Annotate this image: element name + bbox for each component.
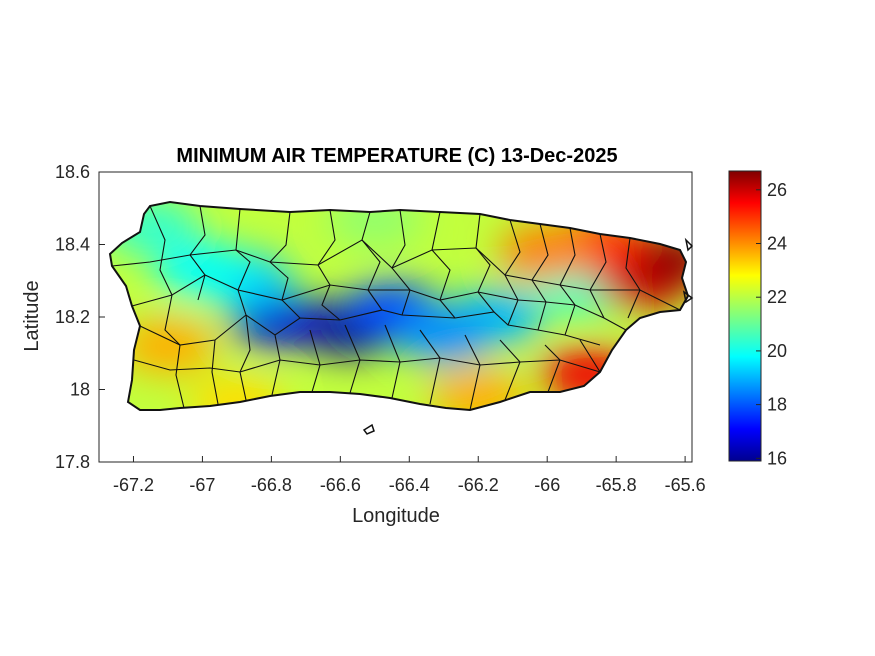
municipality-boundaries — [111, 205, 681, 410]
island-east-cays-2 — [682, 290, 694, 304]
colorbar-tick-label: 16 — [767, 448, 787, 468]
colorbar-tick-label: 24 — [767, 234, 787, 254]
x-tick-label: -66.8 — [251, 475, 292, 495]
colorbar-tick-label: 26 — [767, 180, 787, 200]
y-tick-label: 17.8 — [55, 452, 90, 472]
colorbar-tick-label: 20 — [767, 341, 787, 361]
x-tick-label: -67.2 — [113, 475, 154, 495]
colorbar-ticks: 16 18 20 22 24 26 — [756, 180, 787, 468]
colorbar-tick-label: 18 — [767, 395, 787, 415]
x-tick-label: -66 — [534, 475, 560, 495]
x-tick-label: -66.4 — [389, 475, 430, 495]
y-tick-label: 18.2 — [55, 307, 90, 327]
x-tick-label: -67 — [189, 475, 215, 495]
temperature-field — [110, 202, 688, 410]
y-axis-label: Latitude — [21, 280, 43, 351]
colorbar-tick-label: 22 — [767, 287, 787, 307]
colorbar — [728, 170, 762, 462]
field-hotspot — [154, 241, 251, 298]
island-mona-fragment — [362, 423, 375, 435]
x-tick-label: -66.2 — [458, 475, 499, 495]
x-tick-label: -66.6 — [320, 475, 361, 495]
y-tick-label: 18.6 — [55, 162, 90, 182]
x-tick-label: -65.6 — [665, 475, 706, 495]
y-tick-label: 18 — [70, 380, 90, 400]
field-hotspot — [119, 318, 216, 374]
x-tick-label: -65.8 — [596, 475, 637, 495]
field-hotspot — [395, 307, 492, 364]
chart-title: MINIMUM AIR TEMPERATURE (C) 13-Dec-2025 — [176, 145, 617, 167]
x-axis: -67.2 -67 -66.8 -66.6 -66.4 -66.2 -66 -65.8 -65.… — [113, 456, 706, 495]
y-axis: 17.8 18 18.2 18.4 18.6 — [55, 162, 105, 472]
island-east-cays — [684, 237, 694, 252]
y-tick-label: 18.4 — [55, 235, 90, 255]
x-axis-label: Longitude — [352, 505, 440, 527]
field-hotspot — [430, 368, 527, 410]
